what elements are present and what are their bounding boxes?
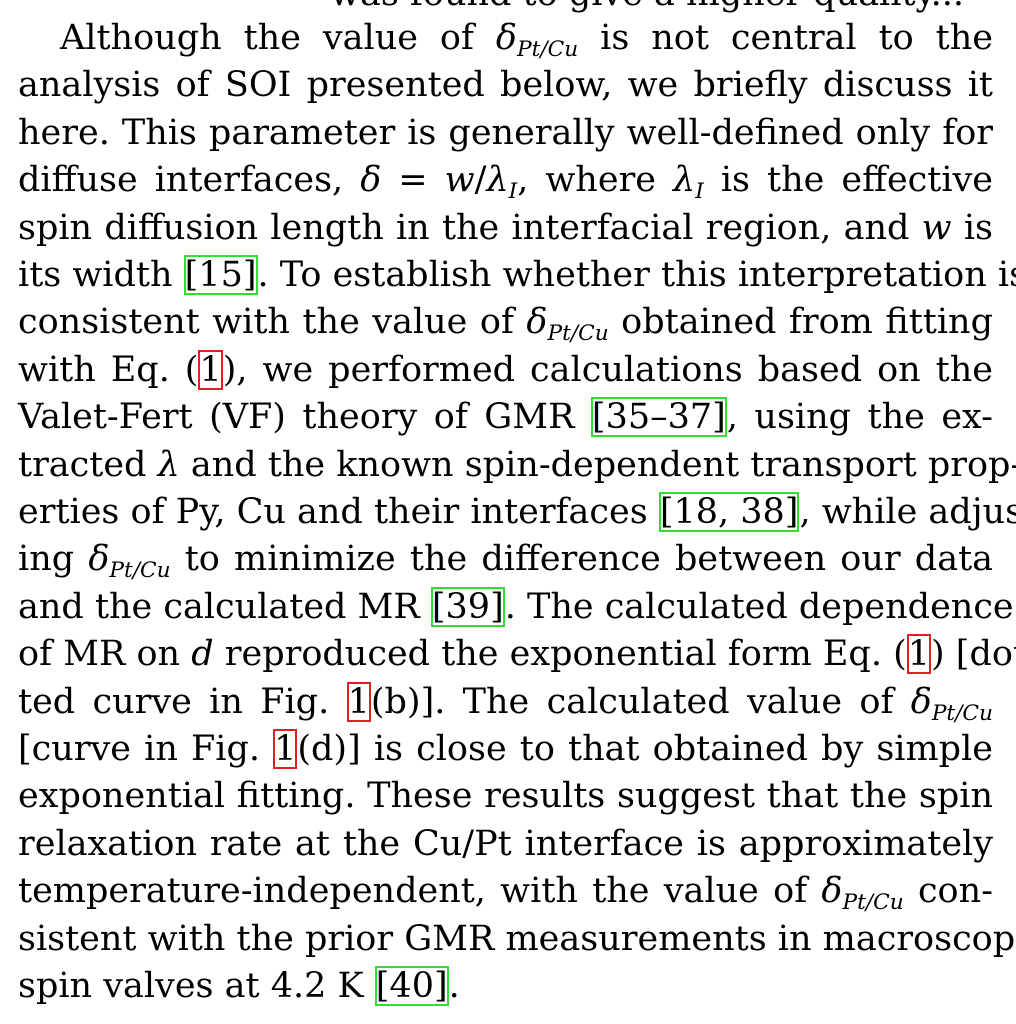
text-run: . To establish whether this interpretati… (257, 255, 1016, 295)
text-line: Although the value of δPt/Cu is not cent… (18, 14, 993, 62)
math-symbol: λ (486, 160, 509, 201)
text-line: its width [15]. To establish whether thi… (18, 251, 1016, 299)
text-line: relaxation rate at the Cu/Pt interface i… (18, 820, 993, 868)
math-symbol: w (444, 160, 475, 201)
text-run: to minimize the difference between our d… (170, 539, 993, 580)
text-run: Although the value of (60, 18, 496, 58)
math-subscript: Pt/Cu (842, 890, 904, 916)
text-line: temperature-independent, with the value … (18, 867, 993, 915)
math-symbol: λ (673, 160, 696, 201)
text-run: and the known spin-dependent transport p… (179, 444, 1016, 485)
text-run: obtained from fitting (608, 302, 993, 343)
text-line: analysis of SOI presented below, we brie… (18, 61, 993, 109)
crossref-link[interactable]: 1 (198, 349, 223, 390)
text-run: ), we performed calculations based on th… (222, 349, 993, 390)
text-run: , using the ex- (726, 397, 993, 438)
citation-link[interactable]: [39] (430, 586, 505, 627)
clipped-previous-line: was found to give a higher quality... (0, 0, 1016, 14)
text-run: tracted (18, 444, 158, 485)
text-run: of MR on (18, 634, 192, 675)
math-symbol: δ (910, 681, 932, 722)
math-symbol: δ (360, 160, 382, 201)
text-run: spin diffusion length in the interfacial… (18, 207, 922, 248)
text-run: Valet-Fert (VF) theory of GMR (18, 397, 591, 438)
math-symbol: w (921, 207, 952, 248)
text-run: / (474, 160, 487, 201)
math-subscript: I (508, 179, 518, 205)
text-run: . (448, 966, 460, 1006)
math-subscript: Pt/Cu (517, 36, 579, 62)
text-run: diffuse interfaces, (18, 160, 361, 201)
crossref-link[interactable]: 1 (273, 729, 298, 769)
text-run: and the calculated MR (18, 586, 431, 627)
text-line: spin valves at 4.2 K [40]. (18, 962, 993, 1010)
text-run: . The calculated dependence (504, 586, 1014, 627)
text-line: ted curve in Fig. 1(b)]. The calculated … (18, 678, 993, 726)
text-line: Valet-Fert (VF) theory of GMR [35–37], u… (18, 393, 993, 441)
text-line: diffuse interfaces, δ = w/λI, where λI i… (18, 156, 993, 204)
text-line: with Eq. (1), we performed calculations … (18, 346, 993, 394)
math-symbol: λ (157, 444, 180, 485)
math-symbol: δ (526, 302, 548, 343)
math-subscript: Pt/Cu (109, 558, 171, 584)
crossref-link[interactable]: 1 (906, 634, 932, 675)
math-subscript: Pt/Cu (931, 700, 993, 726)
text-run: con- (903, 871, 993, 912)
text-run: erties of Py, Cu and their interfaces (18, 492, 659, 532)
citation-link[interactable]: [18, 38] (658, 492, 800, 532)
text-run: = (381, 160, 445, 201)
citation-link[interactable]: [15] (183, 255, 258, 295)
text-run: temperature-independent, with the value … (18, 871, 822, 912)
citation-link[interactable]: [40] (374, 966, 449, 1006)
text-run: (d)] is close to that obtained by simple (297, 729, 993, 769)
text-run: , while adjust- (799, 492, 1016, 532)
text-line: here. This parameter is generally well-d… (18, 109, 993, 157)
math-subscript: I (695, 179, 704, 205)
text-run: with Eq. ( (18, 349, 199, 390)
text-line: tracted λ and the known spin-dependent t… (18, 441, 1016, 489)
text-run: sistent with the prior GMR measurements … (18, 918, 1016, 959)
clipped-text: was found to give a higher quality... (330, 0, 964, 14)
text-run: consistent with the value of (18, 302, 527, 343)
text-run: ted curve in Fig. (18, 681, 347, 722)
citation-link[interactable]: [35–37] (590, 397, 727, 438)
text-line: of MR on d reproduced the exponential fo… (18, 630, 1016, 678)
text-line: exponential fitting. These results sugge… (18, 772, 993, 820)
text-run: exponential fitting. These results sugge… (18, 776, 993, 817)
text-run: relaxation rate at the Cu/Pt interface i… (18, 823, 993, 864)
math-symbol: δ (88, 539, 110, 580)
text-line: consistent with the value of δPt/Cu obta… (18, 298, 993, 346)
text-run: its width (18, 255, 184, 295)
text-line: [curve in Fig. 1(d)] is close to that ob… (18, 725, 993, 773)
crossref-link[interactable]: 1 (346, 681, 371, 722)
text-run: here. This parameter is generally well-d… (18, 112, 993, 153)
text-run: is the effective (703, 160, 993, 201)
text-line: ing δPt/Cu to minimize the difference be… (18, 535, 993, 583)
text-run: (b)]. The calculated value of (370, 681, 911, 722)
math-subscript: Pt/Cu (547, 321, 609, 347)
text-run: spin valves at 4.2 K (18, 966, 375, 1006)
text-run: , where (517, 160, 674, 201)
text-line: spin diffusion length in the interfacial… (18, 204, 993, 252)
math-symbol: d (191, 634, 214, 675)
text-run: ) [dot- (931, 634, 1016, 675)
math-symbol: δ (821, 871, 843, 912)
text-run: is (951, 207, 993, 248)
text-run: reproduced the exponential form Eq. ( (213, 634, 907, 675)
text-line: erties of Py, Cu and their interfaces [1… (18, 488, 1016, 536)
text-run: [curve in Fig. (18, 729, 274, 769)
text-run: analysis of SOI presented below, we brie… (18, 65, 993, 106)
math-symbol: δ (495, 18, 517, 58)
text-run: is not central to the (578, 18, 993, 58)
text-run: ing (18, 539, 89, 580)
text-line: sistent with the prior GMR measurements … (18, 915, 1016, 963)
text-line: and the calculated MR [39]. The calculat… (18, 583, 1014, 631)
